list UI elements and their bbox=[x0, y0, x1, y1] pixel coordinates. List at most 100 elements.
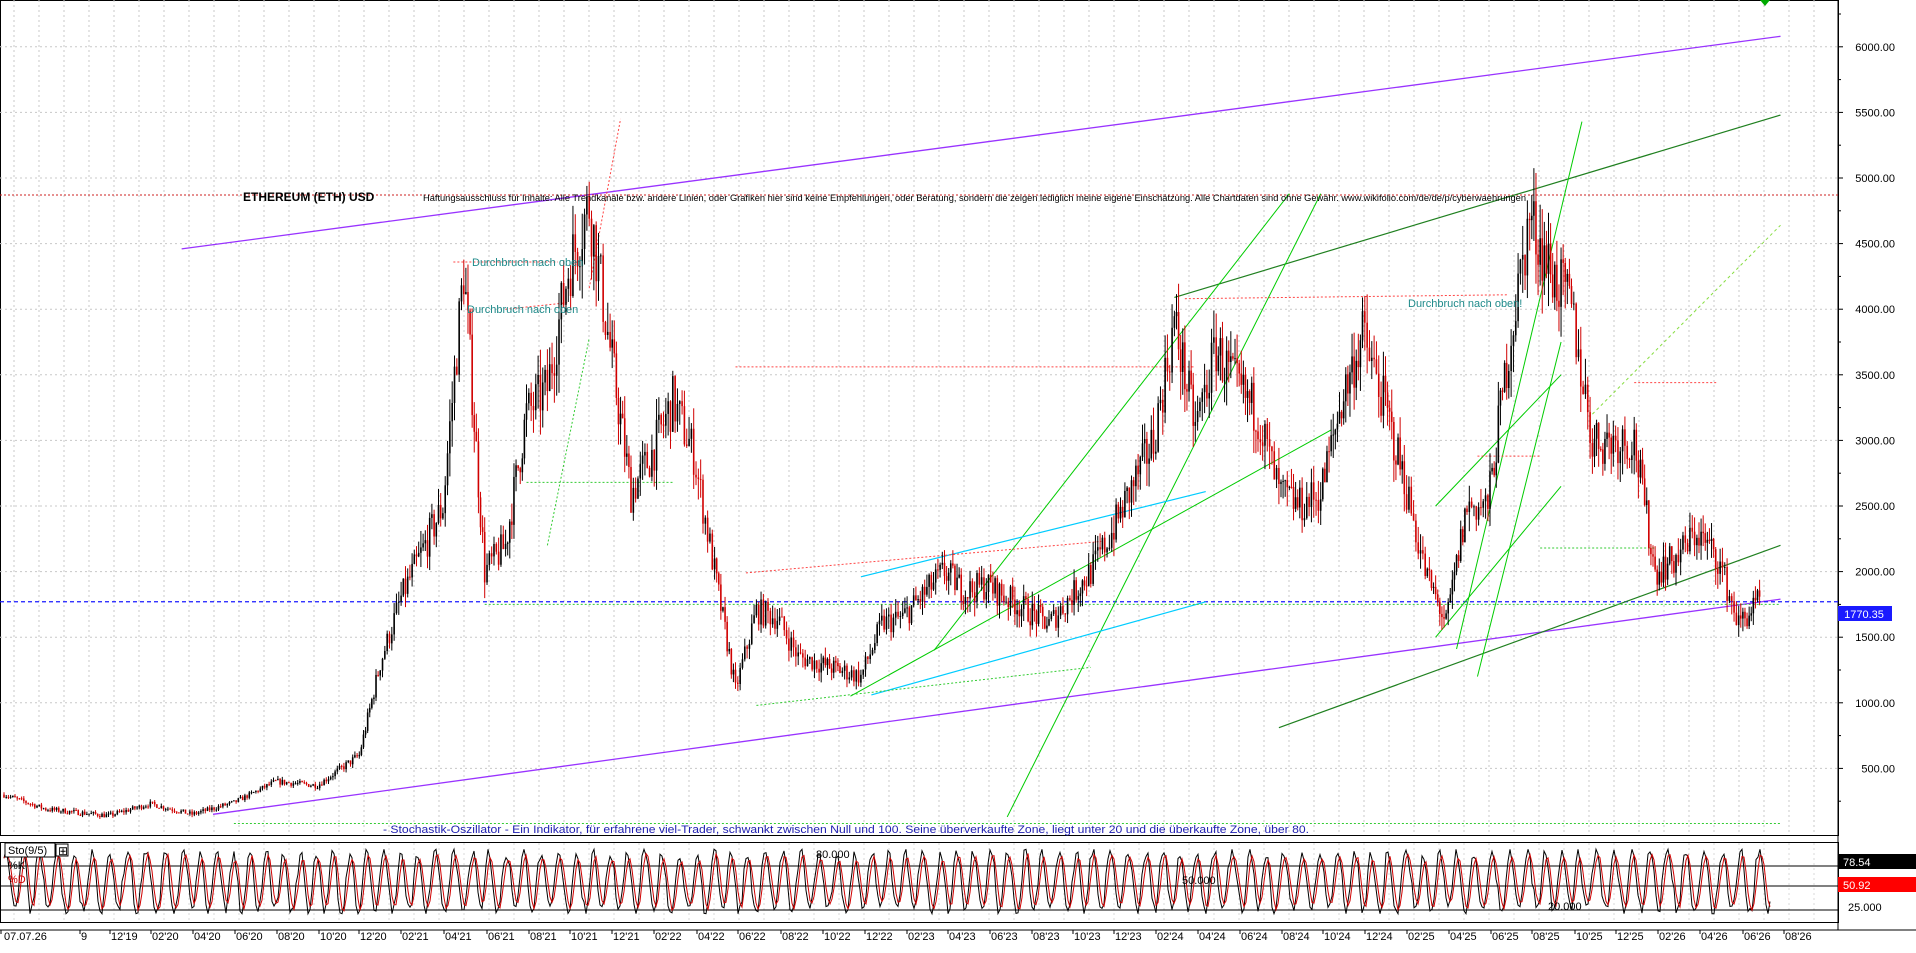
candle-body bbox=[1117, 504, 1120, 519]
candle-body bbox=[711, 533, 714, 570]
candle-body bbox=[1568, 273, 1571, 287]
candle-body bbox=[1475, 506, 1478, 520]
candle-body bbox=[1643, 478, 1646, 506]
candle-body bbox=[193, 812, 196, 815]
candle-body bbox=[553, 373, 556, 376]
green-dotted-diag-2 bbox=[1592, 224, 1781, 415]
x-tick-label: 08'23 bbox=[1033, 931, 1060, 943]
candle-body bbox=[855, 670, 858, 682]
candle-body bbox=[1412, 513, 1415, 521]
candle-body bbox=[1184, 342, 1186, 390]
candle-body bbox=[1213, 337, 1215, 343]
green-steep-line-4 bbox=[1456, 121, 1583, 650]
candle-body bbox=[1526, 218, 1529, 276]
candle-body bbox=[1380, 396, 1382, 416]
candle-body bbox=[730, 648, 733, 675]
candle-body bbox=[1353, 356, 1355, 388]
candle-body bbox=[1631, 455, 1633, 461]
candle-body bbox=[867, 656, 869, 660]
channel-lower-line bbox=[212, 598, 1781, 815]
candle-body bbox=[1057, 615, 1060, 628]
candle-body bbox=[1519, 259, 1522, 274]
candle-body bbox=[555, 364, 558, 376]
candle-body bbox=[358, 754, 361, 757]
candle-body bbox=[147, 806, 149, 808]
candle-body bbox=[837, 662, 839, 667]
candle-body bbox=[1726, 566, 1728, 601]
candle-body bbox=[980, 577, 983, 585]
candle-body bbox=[456, 366, 458, 375]
candle-body bbox=[1614, 435, 1617, 441]
candle-body bbox=[1432, 586, 1435, 588]
green-line-7 bbox=[1435, 486, 1562, 638]
candle-body bbox=[1238, 363, 1240, 374]
candle-body bbox=[66, 813, 69, 815]
candle-body bbox=[9, 796, 12, 798]
candle-body bbox=[1758, 590, 1761, 597]
candle-body bbox=[1723, 566, 1726, 568]
candle-body bbox=[850, 670, 853, 678]
candle-body bbox=[894, 611, 897, 618]
candle-body bbox=[1434, 586, 1437, 595]
candle-body bbox=[255, 790, 257, 793]
candle-body bbox=[38, 804, 40, 806]
candle-body bbox=[892, 617, 895, 633]
candle-body bbox=[937, 569, 939, 571]
disclaimer-text: Haftungsausschluss für Inhalte: Alle Tre… bbox=[423, 193, 1526, 203]
chart-title: ETHEREUM (ETH) USD bbox=[243, 190, 375, 204]
candle-body bbox=[1671, 546, 1673, 562]
candle-body bbox=[746, 646, 748, 649]
candle-body bbox=[826, 658, 829, 666]
candle-body bbox=[290, 782, 292, 786]
cyan-upper-line bbox=[860, 490, 1206, 578]
candle-body bbox=[757, 604, 760, 625]
candle-body bbox=[734, 669, 737, 683]
candle-body bbox=[338, 765, 341, 769]
candle-body bbox=[53, 807, 56, 810]
candle-body bbox=[956, 577, 958, 590]
candle-body bbox=[1087, 564, 1090, 586]
candle-body bbox=[1364, 311, 1366, 323]
candle-body bbox=[301, 781, 303, 783]
green-steep-line-1 bbox=[1006, 193, 1322, 818]
candle-body bbox=[458, 301, 460, 375]
candle-body bbox=[1470, 501, 1473, 507]
candle-body bbox=[422, 543, 424, 548]
candle-body bbox=[1044, 616, 1046, 629]
candle-body bbox=[1560, 259, 1562, 307]
candle-body bbox=[435, 523, 438, 537]
candle-body bbox=[1503, 362, 1506, 392]
candle-body bbox=[1706, 539, 1709, 543]
candle-body bbox=[964, 597, 967, 604]
candle-body bbox=[431, 514, 433, 518]
candle-body bbox=[49, 810, 51, 812]
candle-body bbox=[506, 542, 509, 544]
candle-body bbox=[206, 807, 209, 811]
candle-body bbox=[417, 552, 420, 557]
candle-body bbox=[1691, 527, 1694, 532]
candle-body bbox=[1223, 380, 1226, 382]
candle-body bbox=[595, 225, 597, 282]
candle-body bbox=[55, 807, 58, 810]
candle-body bbox=[792, 637, 795, 648]
candle-body bbox=[1635, 429, 1638, 461]
candle-body bbox=[1533, 201, 1535, 216]
candle-body bbox=[1508, 371, 1510, 389]
expand-icon[interactable]: ⊞ bbox=[58, 844, 68, 858]
x-tick-label: 12'23 bbox=[1115, 931, 1142, 943]
candle-body bbox=[783, 616, 786, 631]
green-dotted-low-line bbox=[756, 666, 1091, 706]
candle-body bbox=[623, 418, 626, 457]
candle-body bbox=[1457, 555, 1460, 561]
candle-body bbox=[1628, 458, 1631, 461]
candle-body bbox=[3, 794, 5, 798]
candle-body bbox=[1549, 243, 1552, 275]
candle-body bbox=[202, 809, 204, 811]
candle-body bbox=[235, 800, 237, 802]
candle-body bbox=[356, 755, 358, 757]
candle-body bbox=[1135, 465, 1137, 487]
candle-body bbox=[1742, 611, 1744, 619]
candle-body bbox=[532, 405, 535, 411]
candle-body bbox=[1754, 597, 1757, 601]
x-tick-label: 08'25 bbox=[1533, 931, 1560, 943]
